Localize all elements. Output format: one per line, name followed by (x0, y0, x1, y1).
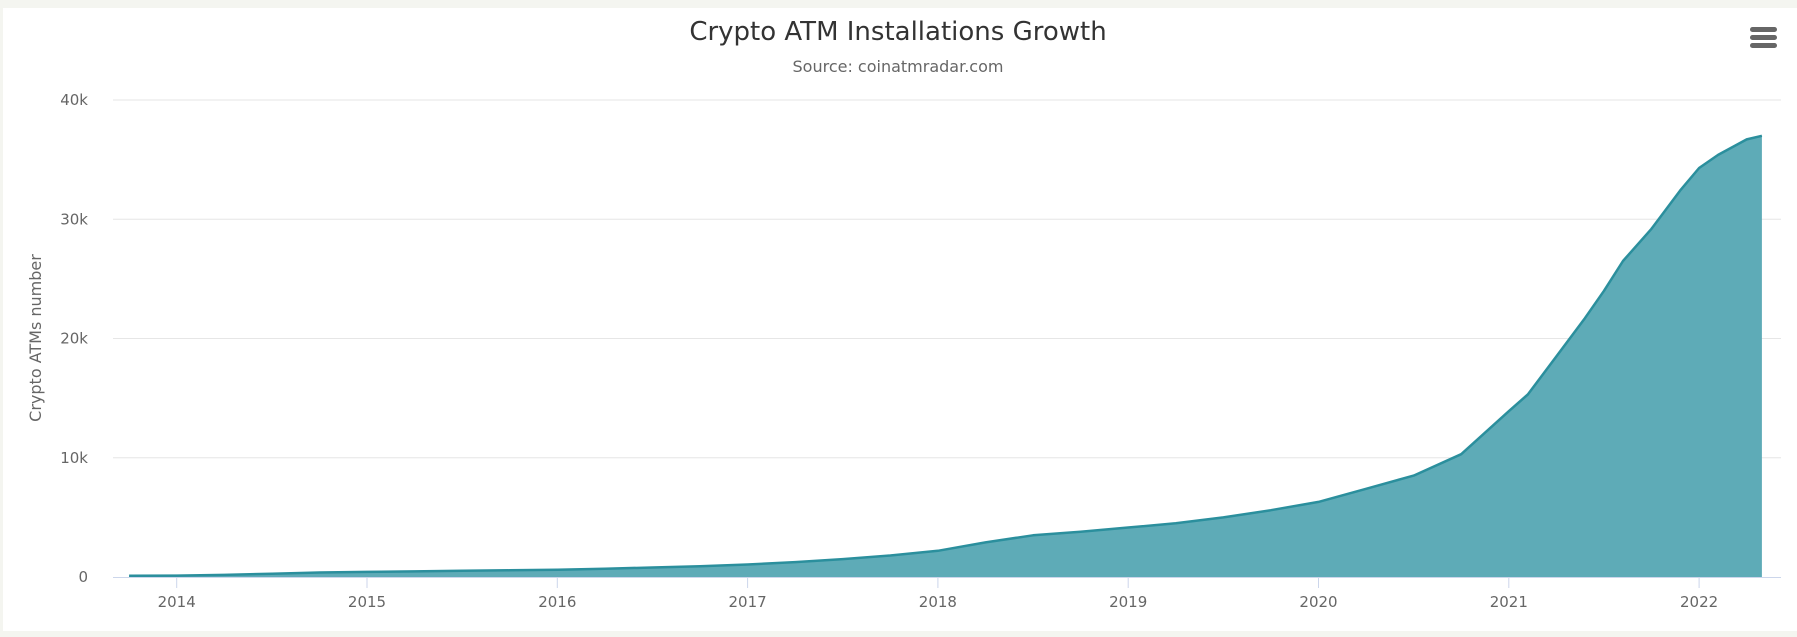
y-axis: 0 10k 20k 30k 40k (60, 91, 88, 586)
x-tick-label: 2017 (729, 593, 767, 611)
y-tick-label: 0 (78, 568, 88, 586)
y-tick-label: 10k (60, 449, 88, 467)
x-tick-label: 2018 (919, 593, 957, 611)
x-tick-label: 2016 (538, 593, 576, 611)
y-axis-title: Crypto ATMs number (26, 254, 45, 422)
x-tick-label: 2021 (1490, 593, 1528, 611)
series-line (129, 134, 1763, 578)
y-tick-label: 20k (60, 330, 88, 348)
x-tick-label: 2014 (158, 593, 196, 611)
y-tick-label: 30k (60, 210, 88, 228)
hamburger-menu-icon[interactable] (1750, 27, 1777, 48)
x-tick-label: 2015 (348, 593, 386, 611)
y-tick-label: 40k (60, 91, 88, 109)
series-group (129, 134, 1763, 578)
x-axis: 2014 2015 2016 2017 2018 2019 2020 2021 2022 (113, 577, 1781, 611)
x-tick-label: 2019 (1109, 593, 1147, 611)
chart-title: Crypto ATM Installations Growth (689, 17, 1106, 47)
chart-subtitle: Source: coinatmradar.com (793, 57, 1004, 76)
x-tick-label: 2022 (1680, 593, 1718, 611)
series-area (129, 135, 1762, 578)
x-tick-label: 2020 (1299, 593, 1337, 611)
